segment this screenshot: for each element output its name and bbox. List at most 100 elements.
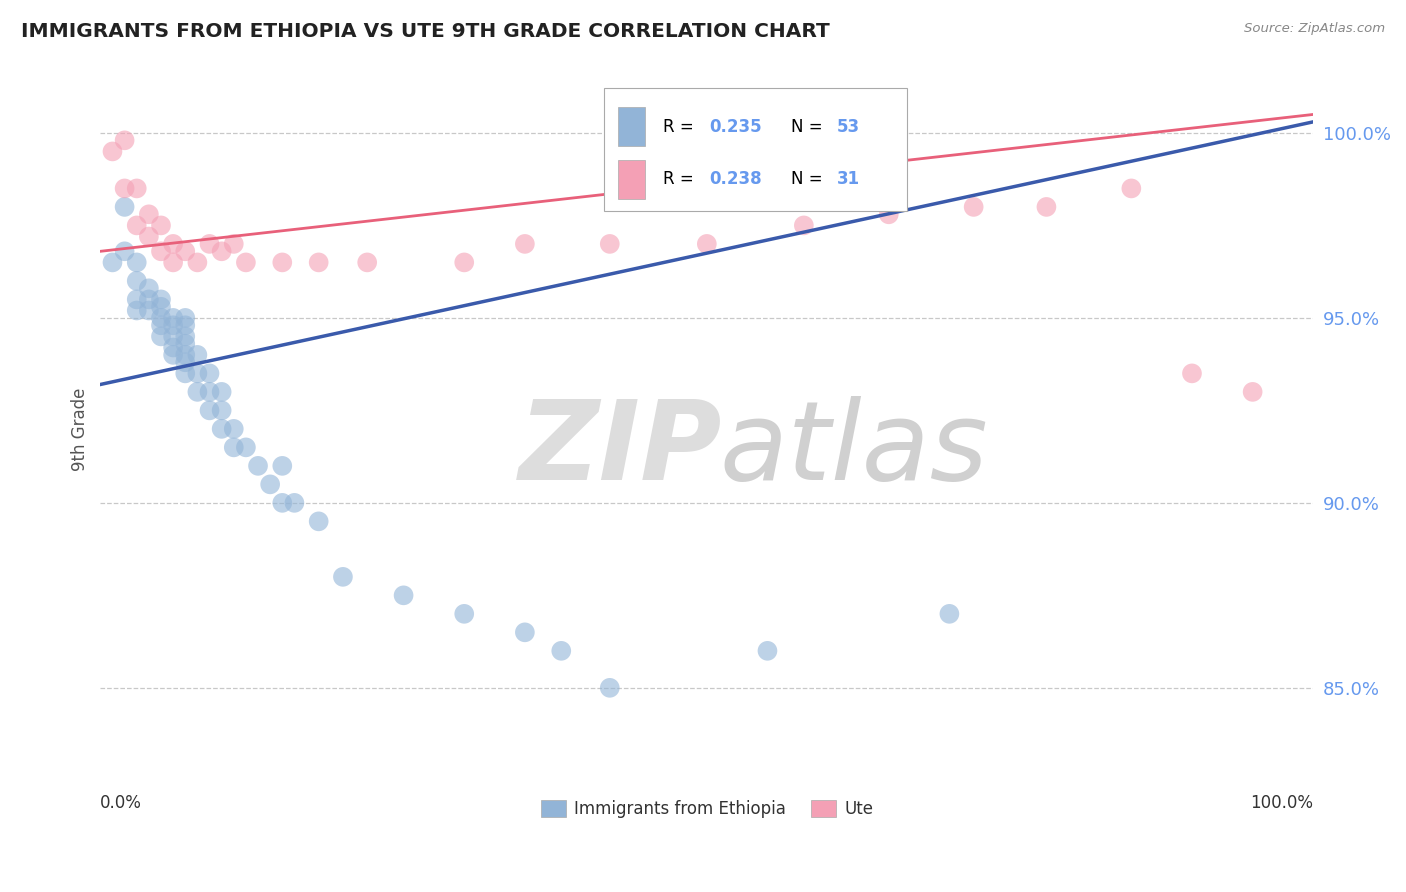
Point [174, 329, 197, 343]
Text: 100.0%: 100.0% [1250, 795, 1313, 813]
Point [186, 348, 208, 362]
Point [198, 236, 221, 251]
Point [247, 458, 270, 473]
Point [283, 496, 305, 510]
Point [186, 367, 208, 381]
Point [877, 207, 900, 221]
Point [1241, 384, 1264, 399]
Point [174, 244, 197, 259]
Point [271, 458, 294, 473]
Text: ZIP: ZIP [519, 396, 723, 503]
Point [222, 236, 245, 251]
Point [162, 236, 184, 251]
Point [186, 255, 208, 269]
Point [211, 244, 233, 259]
Point [235, 255, 257, 269]
Point [125, 293, 148, 307]
Point [186, 384, 208, 399]
Point [963, 200, 986, 214]
Point [222, 422, 245, 436]
Point [114, 200, 136, 214]
Point [101, 255, 124, 269]
Point [756, 644, 779, 658]
Bar [619, 107, 645, 146]
Text: Source: ZipAtlas.com: Source: ZipAtlas.com [1244, 22, 1385, 36]
Point [453, 607, 475, 621]
Point [150, 293, 173, 307]
Point [125, 219, 148, 233]
Point [150, 318, 173, 333]
Point [308, 514, 330, 528]
Point [198, 384, 221, 399]
Text: 0.0%: 0.0% [100, 795, 142, 813]
Point [513, 236, 536, 251]
Text: R =: R = [664, 170, 699, 188]
Point [696, 236, 718, 251]
Point [174, 318, 197, 333]
Point [114, 181, 136, 195]
Text: IMMIGRANTS FROM ETHIOPIA VS UTE 9TH GRADE CORRELATION CHART: IMMIGRANTS FROM ETHIOPIA VS UTE 9TH GRAD… [21, 22, 830, 41]
Point [356, 255, 378, 269]
Text: 0.238: 0.238 [709, 170, 762, 188]
Point [162, 348, 184, 362]
Legend: Immigrants from Ethiopia, Ute: Immigrants from Ethiopia, Ute [534, 793, 880, 825]
Point [162, 329, 184, 343]
Text: 31: 31 [837, 170, 859, 188]
Point [1035, 200, 1057, 214]
Point [332, 570, 354, 584]
Point [211, 384, 233, 399]
Point [271, 496, 294, 510]
Point [114, 244, 136, 259]
Point [392, 588, 415, 602]
Point [162, 255, 184, 269]
Point [114, 133, 136, 147]
Point [150, 310, 173, 325]
Text: N =: N = [790, 170, 827, 188]
Point [150, 219, 173, 233]
Point [174, 348, 197, 362]
Point [938, 607, 960, 621]
Point [101, 145, 124, 159]
Point [1121, 181, 1143, 195]
Point [235, 441, 257, 455]
Point [271, 255, 294, 269]
Point [513, 625, 536, 640]
Bar [603, 88, 907, 211]
Point [138, 293, 160, 307]
Point [222, 441, 245, 455]
Point [550, 644, 572, 658]
Point [1181, 367, 1204, 381]
Point [198, 403, 221, 417]
Point [138, 281, 160, 295]
Point [150, 244, 173, 259]
Point [138, 207, 160, 221]
Point [793, 219, 815, 233]
Text: N =: N = [790, 118, 827, 136]
Point [174, 336, 197, 351]
Point [198, 367, 221, 381]
Point [211, 422, 233, 436]
Point [125, 303, 148, 318]
Text: 53: 53 [837, 118, 859, 136]
Point [174, 310, 197, 325]
Point [259, 477, 281, 491]
Bar [619, 160, 645, 199]
Point [599, 236, 621, 251]
Point [125, 274, 148, 288]
Point [453, 255, 475, 269]
Point [138, 303, 160, 318]
Point [211, 403, 233, 417]
Point [150, 300, 173, 314]
Point [162, 318, 184, 333]
Y-axis label: 9th Grade: 9th Grade [72, 387, 89, 471]
Point [308, 255, 330, 269]
Text: atlas: atlas [718, 396, 987, 503]
Point [162, 310, 184, 325]
Point [174, 367, 197, 381]
Point [125, 181, 148, 195]
Point [138, 229, 160, 244]
Point [599, 681, 621, 695]
Text: 0.235: 0.235 [709, 118, 762, 136]
Point [125, 255, 148, 269]
Point [162, 341, 184, 355]
